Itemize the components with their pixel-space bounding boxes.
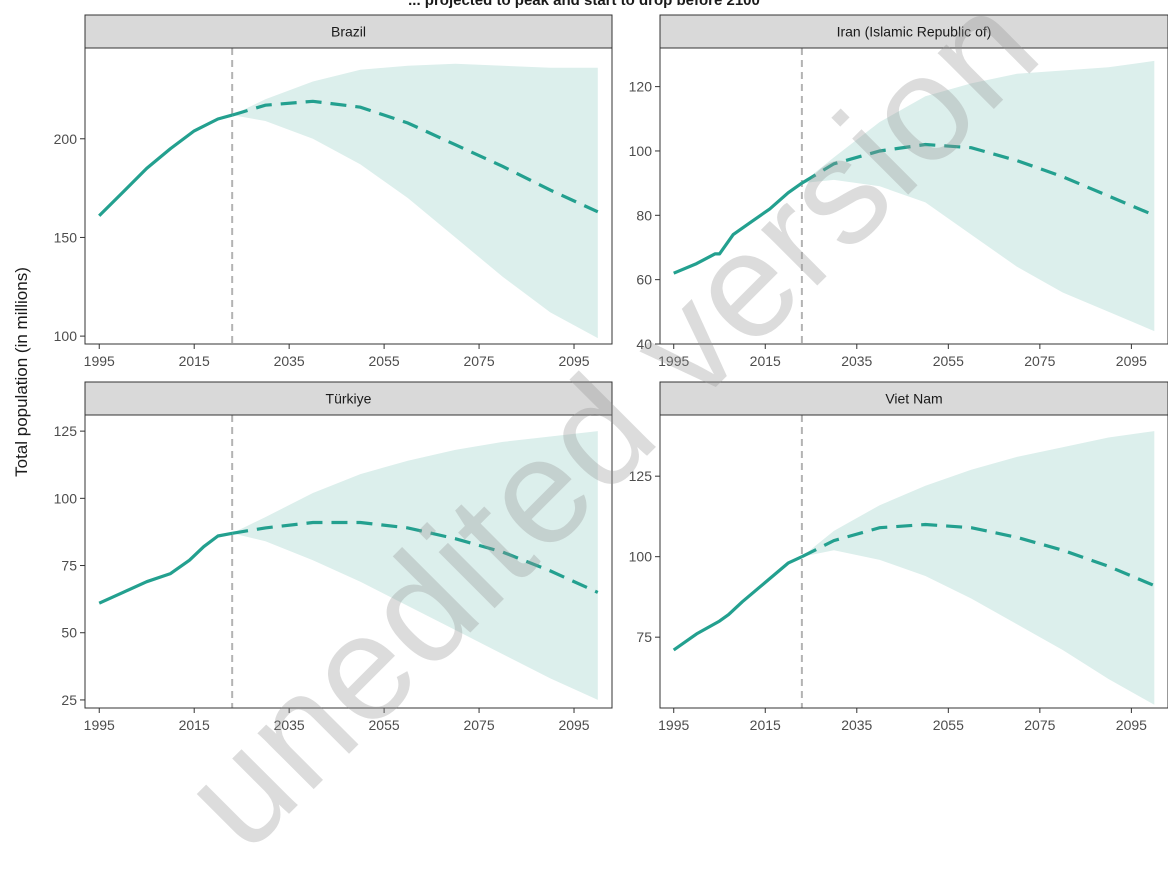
- y-tick-label: 100: [629, 143, 653, 159]
- estimate-line: [672, 555, 803, 652]
- x-tick-label: 2035: [841, 717, 872, 733]
- x-tick-label: 2075: [463, 353, 494, 369]
- panel-viet-nam: Viet Nam 1995 2015 2035 2055 2075 2095 75 100 125: [629, 381, 1168, 733]
- chart-canvas: Brazil 1995 2015 2035 2055 2075 2095 100 150 200 I…: [54, 14, 1168, 733]
- plot-area: [98, 48, 599, 344]
- y-tick-label: 100: [54, 328, 78, 344]
- x-tick-label: 2015: [750, 717, 781, 733]
- x-tick-label: 1995: [84, 717, 115, 733]
- y-tick-label: 75: [636, 629, 652, 645]
- x-tick-label: 2095: [558, 717, 589, 733]
- x-tick-label: 2055: [933, 353, 964, 369]
- x-tick-label: 2075: [463, 717, 494, 733]
- median-projection-line: [801, 142, 1155, 217]
- panel-brazil: Brazil 1995 2015 2035 2055 2075 2095 100 150 200: [54, 14, 613, 369]
- y-tick-label: 120: [629, 79, 653, 95]
- estimate-line: [673, 181, 803, 275]
- panel-title: Viet Nam: [885, 391, 942, 407]
- y-tick-label: 200: [54, 131, 78, 147]
- figure: ... projected to peak and start to drop …: [12, 0, 1168, 880]
- x-tick-label: 2015: [179, 717, 210, 733]
- y-tick-label: 125: [629, 468, 653, 484]
- chart-title: ... projected to peak and start to drop …: [408, 0, 760, 9]
- uncertainty-band: [801, 60, 1155, 332]
- x-tick-label: 1995: [84, 353, 115, 369]
- panel-title: Brazil: [331, 24, 366, 40]
- x-tick-label: 2035: [841, 353, 872, 369]
- x-tick-label: 2015: [179, 353, 210, 369]
- panel-border: [659, 414, 1168, 709]
- plot-area: [98, 415, 599, 708]
- y-axis-label: Total population (in millions): [12, 267, 31, 477]
- plot-area: [673, 48, 1155, 344]
- uncertainty-band: [801, 431, 1155, 705]
- estimate-line: [98, 113, 233, 217]
- x-tick-label: 1995: [658, 353, 689, 369]
- uncertainty-band: [232, 63, 598, 339]
- x-tick-label: 2055: [933, 717, 964, 733]
- x-tick-label: 2055: [369, 353, 400, 369]
- x-tick-label: 2095: [558, 353, 589, 369]
- x-tick-label: 2055: [369, 717, 400, 733]
- x-tick-label: 2095: [1116, 353, 1147, 369]
- panel-title: Iran (Islamic Republic of): [837, 24, 992, 40]
- x-tick-label: 2035: [274, 717, 305, 733]
- y-tick-label: 75: [61, 558, 77, 574]
- x-tick-label: 2075: [1024, 353, 1055, 369]
- median-projection-line: [801, 522, 1155, 588]
- panel-strip: [84, 381, 613, 416]
- panel-strip: [659, 381, 1168, 416]
- x-tick-label: 2015: [750, 353, 781, 369]
- y-tick-label: 100: [54, 490, 78, 506]
- y-tick-label: 40: [636, 336, 652, 352]
- x-tick-label: 2075: [1024, 717, 1055, 733]
- panel-border: [84, 47, 613, 345]
- panel-t-rkiye: Türkiye 1995 2015 2035 2055 2075 2095 25 50 75 100…: [54, 381, 613, 733]
- y-tick-label: 50: [61, 625, 77, 641]
- median-projection-line: [231, 99, 599, 214]
- panel-border: [84, 414, 613, 709]
- x-tick-label: 2035: [274, 353, 305, 369]
- panel-title: Türkiye: [326, 391, 372, 407]
- y-tick-label: 125: [54, 423, 78, 439]
- y-tick-label: 100: [629, 549, 653, 565]
- x-tick-label: 1995: [658, 717, 689, 733]
- panel-iran-islamic-republic-of-: Iran (Islamic Republic of) 1995 2015 2035 20…: [629, 14, 1168, 369]
- y-tick-label: 60: [636, 272, 652, 288]
- panel-border: [659, 47, 1168, 345]
- x-tick-label: 2095: [1116, 717, 1147, 733]
- estimate-line: [98, 531, 233, 605]
- panel-strip: [84, 14, 613, 49]
- median-projection-line: [231, 520, 599, 594]
- plot-area: [672, 415, 1155, 708]
- uncertainty-band: [232, 431, 598, 700]
- y-tick-label: 25: [61, 692, 77, 708]
- y-tick-label: 80: [636, 207, 652, 223]
- y-tick-label: 150: [54, 229, 78, 245]
